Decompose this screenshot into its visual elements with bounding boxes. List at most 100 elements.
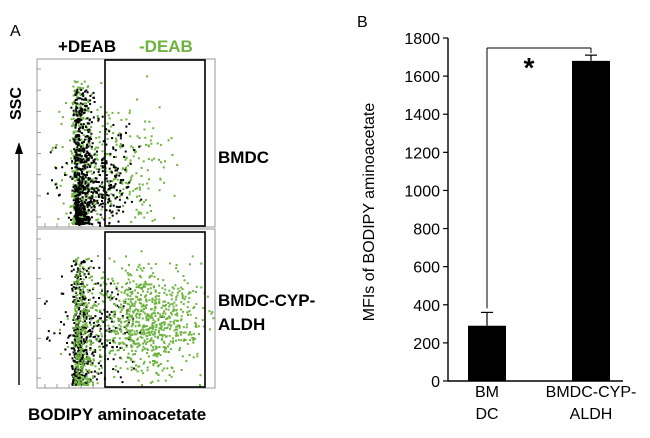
event-dot xyxy=(80,83,83,85)
event-dot xyxy=(119,367,122,370)
event-dot xyxy=(113,178,115,181)
event-dot xyxy=(118,343,121,346)
event-dot xyxy=(74,120,77,122)
event-dot xyxy=(90,132,93,135)
event-dot xyxy=(192,332,195,335)
event-dot xyxy=(134,333,136,336)
event-dot xyxy=(126,312,128,315)
event-dot xyxy=(102,166,104,169)
event-dot xyxy=(73,299,76,302)
bars xyxy=(468,54,610,381)
event-dot xyxy=(90,275,93,278)
event-dot xyxy=(70,157,73,160)
event-dot xyxy=(101,276,104,279)
event-dot xyxy=(81,303,84,306)
event-dot xyxy=(122,307,125,310)
event-dot xyxy=(96,202,99,204)
event-dot xyxy=(90,121,93,124)
event-dot xyxy=(81,371,84,374)
event-dot xyxy=(80,368,83,371)
event-dot xyxy=(157,337,160,339)
event-dot xyxy=(116,169,118,172)
event-dot xyxy=(134,151,136,154)
event-dot xyxy=(208,310,211,313)
event-dot xyxy=(95,202,98,205)
event-dot xyxy=(112,341,115,344)
event-dot xyxy=(175,304,178,307)
event-dot xyxy=(144,199,147,201)
event-dot xyxy=(80,125,83,128)
event-dot xyxy=(166,367,169,370)
event-dot xyxy=(93,349,96,352)
event-dot xyxy=(75,204,78,207)
event-dot xyxy=(74,156,77,159)
event-dot xyxy=(91,202,94,205)
event-dot xyxy=(78,337,81,340)
event-dot xyxy=(104,283,107,286)
event-dot xyxy=(72,347,75,349)
event-dot xyxy=(134,314,137,317)
event-dot xyxy=(77,342,80,345)
event-dot xyxy=(94,148,97,151)
event-dot xyxy=(100,332,103,335)
event-dot xyxy=(73,215,76,218)
event-dot xyxy=(85,219,88,222)
event-dot xyxy=(172,341,174,344)
event-dot xyxy=(74,92,77,95)
event-dot xyxy=(85,211,87,214)
event-dot xyxy=(55,182,58,185)
event-dot xyxy=(73,327,76,330)
event-dot xyxy=(163,305,166,308)
event-dot xyxy=(81,330,83,333)
event-dot xyxy=(75,357,78,360)
event-dot xyxy=(158,298,161,301)
event-dot xyxy=(193,306,196,308)
event-dot xyxy=(92,296,95,299)
event-dot xyxy=(97,282,100,285)
event-dot xyxy=(93,283,96,285)
event-dot xyxy=(75,356,78,358)
event-dot xyxy=(108,327,111,330)
event-dot xyxy=(80,282,83,285)
event-dot xyxy=(210,312,213,315)
event-dot xyxy=(172,309,175,312)
event-dot xyxy=(150,337,153,340)
event-dot xyxy=(82,333,85,336)
event-dot xyxy=(130,176,133,179)
event-dot xyxy=(88,219,91,222)
event-dot xyxy=(126,182,129,185)
event-dot xyxy=(82,266,85,269)
event-dot xyxy=(88,152,91,155)
event-dot xyxy=(145,298,148,301)
event-dot xyxy=(128,193,131,196)
event-dot xyxy=(92,159,95,162)
event-dot xyxy=(87,107,90,110)
event-dot xyxy=(96,337,99,340)
event-dot xyxy=(140,305,143,308)
event-dot xyxy=(81,324,84,327)
event-dot xyxy=(89,177,92,180)
event-dot xyxy=(133,330,136,333)
event-dot xyxy=(184,331,187,334)
event-dot xyxy=(75,325,78,328)
event-dot xyxy=(142,305,145,308)
event-dot xyxy=(128,310,131,313)
event-dot xyxy=(89,323,92,326)
event-dot xyxy=(91,195,94,198)
event-dot xyxy=(88,321,91,324)
event-dot xyxy=(101,216,104,219)
event-dot xyxy=(101,366,103,369)
event-dot xyxy=(187,301,190,303)
event-dot xyxy=(97,255,99,257)
event-dot xyxy=(127,185,130,188)
event-dot xyxy=(83,163,86,165)
event-dot xyxy=(85,138,88,141)
event-dot xyxy=(100,82,103,85)
event-dot xyxy=(85,104,88,107)
event-dot xyxy=(129,161,132,164)
event-dot xyxy=(108,351,111,354)
event-dot xyxy=(88,276,91,279)
event-dot xyxy=(118,306,121,309)
event-dot xyxy=(81,295,84,298)
event-dot xyxy=(163,327,166,330)
